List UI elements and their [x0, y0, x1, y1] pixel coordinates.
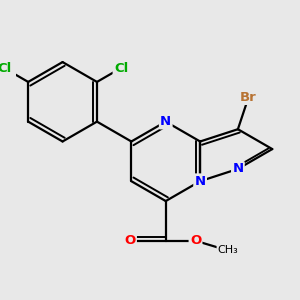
Text: CH₃: CH₃	[218, 245, 238, 256]
Text: Cl: Cl	[0, 61, 11, 74]
Text: O: O	[124, 234, 136, 247]
Text: Cl: Cl	[114, 61, 128, 74]
Text: N: N	[160, 115, 171, 128]
Text: Br: Br	[240, 91, 257, 104]
Text: O: O	[190, 234, 201, 247]
Text: N: N	[232, 162, 244, 176]
Text: N: N	[195, 175, 206, 188]
